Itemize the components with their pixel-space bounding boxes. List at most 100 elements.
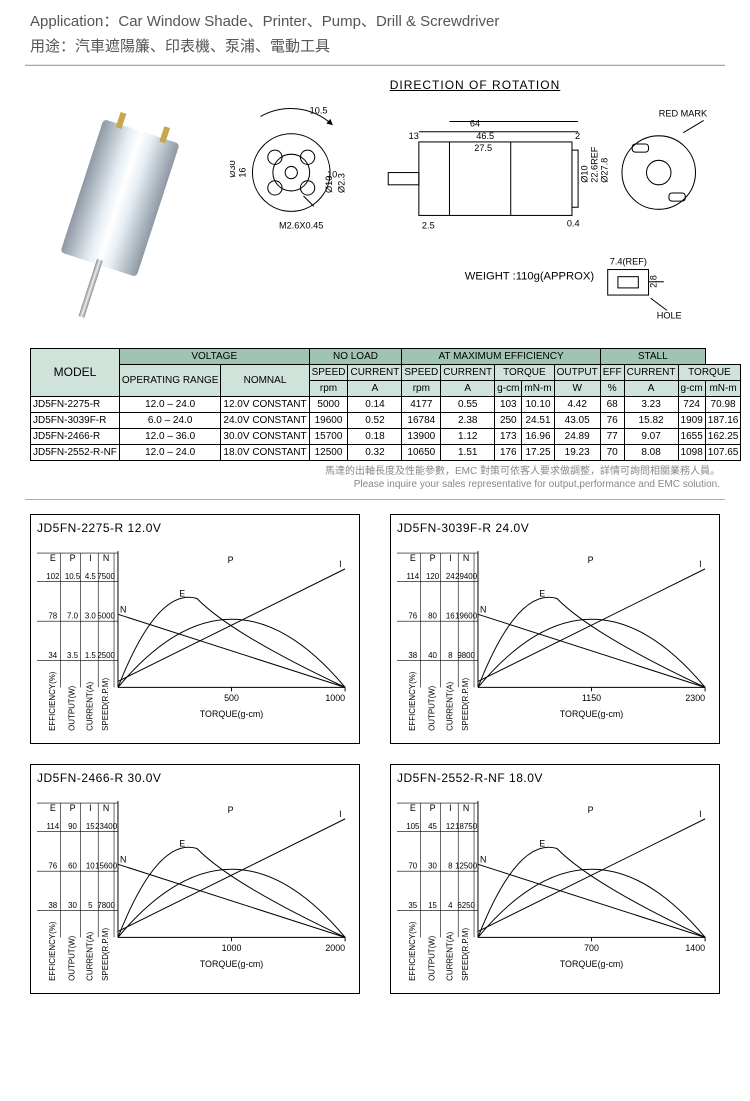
svg-text:80: 80: [428, 611, 437, 620]
svg-text:40: 40: [428, 651, 437, 660]
table-cell: 10.10: [522, 396, 554, 412]
table-cell: 9.07: [624, 428, 678, 444]
u-mnm: mN-m: [522, 380, 554, 396]
svg-text:SPEED(R.P.M): SPEED(R.P.M): [101, 677, 110, 730]
svg-text:2000: 2000: [325, 943, 345, 953]
svg-text:P: P: [228, 805, 234, 815]
table-cell: 250: [495, 412, 522, 428]
table-cell: 16784: [402, 412, 441, 428]
table-cell: 76: [600, 412, 624, 428]
svg-text:38: 38: [48, 901, 57, 910]
divider-mid: [25, 499, 725, 500]
table-cell: 0.32: [348, 444, 402, 460]
table-cell: 724: [678, 396, 705, 412]
svg-text:E: E: [539, 588, 545, 598]
table-cell: 30.0V CONSTANT: [221, 428, 309, 444]
table-cell: 15.82: [624, 412, 678, 428]
perf-chart: JD5FN-2275-R 12.0V 500 1000 TORQUE(g-cm)…: [30, 514, 360, 744]
svg-text:P: P: [588, 555, 594, 565]
svg-text:19600: 19600: [455, 611, 478, 620]
u-gcm2: g-cm: [678, 380, 705, 396]
svg-text:I: I: [339, 809, 341, 819]
table-cell: 173: [495, 428, 522, 444]
svg-text:29400: 29400: [455, 572, 478, 581]
diagram-row: DIRECTION OF ROTATION Ø30 16 10.5 10 Ø10…: [30, 78, 720, 334]
svg-text:2300: 2300: [685, 693, 705, 703]
table-cell: 77: [600, 428, 624, 444]
svg-text:CURRENT(A): CURRENT(A): [445, 681, 454, 730]
svg-text:I: I: [339, 559, 341, 569]
table-cell: 12.0 – 24.0: [119, 444, 221, 460]
svg-text:8: 8: [448, 651, 453, 660]
table-cell: 12.0 – 24.0: [119, 396, 221, 412]
svg-text:23400: 23400: [95, 822, 118, 831]
table-cell: 24.89: [554, 428, 600, 444]
svg-text:E: E: [50, 803, 56, 813]
table-cell: 107.65: [705, 444, 741, 460]
svg-text:3.0: 3.0: [85, 611, 97, 620]
svg-text:OUTPUT(W): OUTPUT(W): [68, 685, 77, 731]
motor-photo: [30, 78, 210, 318]
svg-text:I: I: [699, 809, 701, 819]
svg-text:OUTPUT(W): OUTPUT(W): [68, 935, 77, 981]
charts-grid: JD5FN-2275-R 12.0V 500 1000 TORQUE(g-cm)…: [30, 514, 720, 994]
svg-text:1150: 1150: [582, 693, 601, 703]
svg-text:WEIGHT :110g(APPROX): WEIGHT :110g(APPROX): [465, 271, 595, 283]
table-cell: 4177: [402, 396, 441, 412]
svg-text:70: 70: [408, 861, 417, 870]
svg-text:M2.6X0.45: M2.6X0.45: [279, 221, 323, 231]
svg-text:E: E: [410, 803, 416, 813]
application-zh: 用途：汽車遮陽簾、印表機、泵浦、電動工具: [30, 35, 720, 56]
svg-text:76: 76: [48, 861, 57, 870]
table-cell: 68: [600, 396, 624, 412]
table-row: JD5FN-2275-R12.0 – 24.012.0V CONSTANT500…: [31, 396, 741, 412]
u-rpm2: rpm: [402, 380, 441, 396]
svg-text:1000: 1000: [325, 693, 345, 703]
svg-text:35: 35: [408, 901, 417, 910]
table-row: JD5FN-2552-R-NF12.0 – 24.018.0V CONSTANT…: [31, 444, 741, 460]
svg-text:P: P: [70, 553, 76, 563]
sub-speed: SPEED: [309, 364, 348, 380]
svg-text:7.0: 7.0: [67, 611, 79, 620]
svg-text:114: 114: [47, 822, 60, 831]
svg-text:SPEED(R.P.M): SPEED(R.P.M): [461, 677, 470, 730]
spec-table: MODEL VOLTAGE NO LOAD AT MAXIMUM EFFICIE…: [30, 348, 741, 461]
svg-text:I: I: [89, 553, 91, 563]
svg-text:4.5: 4.5: [85, 572, 97, 581]
group-stall: STALL: [600, 348, 705, 364]
table-cell: 12.0 – 36.0: [119, 428, 221, 444]
svg-text:N: N: [103, 553, 109, 563]
table-cell: 4.42: [554, 396, 600, 412]
svg-text:10: 10: [86, 861, 95, 870]
divider-top: [25, 64, 725, 66]
table-cell: 15700: [309, 428, 348, 444]
svg-text:N: N: [120, 854, 126, 864]
svg-text:64: 64: [470, 119, 480, 129]
svg-text:500: 500: [224, 693, 239, 703]
table-cell: 0.52: [348, 412, 402, 428]
table-cell: 16.96: [522, 428, 554, 444]
table-cell: JD5FN-2275-R: [31, 396, 120, 412]
svg-text:I: I: [699, 559, 701, 569]
svg-text:700: 700: [584, 943, 599, 953]
svg-text:CURRENT(A): CURRENT(A): [85, 931, 94, 980]
svg-text:16: 16: [446, 611, 455, 620]
svg-text:EFFICIENCY(%): EFFICIENCY(%): [408, 921, 417, 981]
svg-text:P: P: [430, 803, 436, 813]
svg-text:EFFICIENCY(%): EFFICIENCY(%): [48, 671, 57, 731]
sub-operating-range: OPERATING RANGE: [119, 364, 221, 396]
svg-text:SPEED(R.P.M): SPEED(R.P.M): [461, 927, 470, 980]
svg-text:E: E: [50, 553, 56, 563]
u-rpm: rpm: [309, 380, 348, 396]
svg-text:30: 30: [428, 861, 437, 870]
svg-text:CURRENT(A): CURRENT(A): [85, 681, 94, 730]
u-a2: A: [441, 380, 495, 396]
svg-text:Ø30: Ø30: [230, 160, 237, 177]
svg-text:P: P: [430, 553, 436, 563]
table-cell: 0.18: [348, 428, 402, 444]
svg-text:N: N: [463, 553, 469, 563]
table-cell: 1.51: [441, 444, 495, 460]
sub-output: OUTPUT: [554, 364, 600, 380]
table-cell: 19.23: [554, 444, 600, 460]
u-gcm: g-cm: [495, 380, 522, 396]
